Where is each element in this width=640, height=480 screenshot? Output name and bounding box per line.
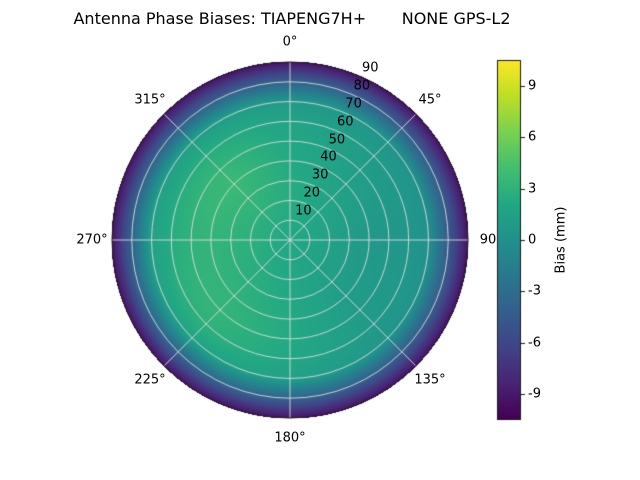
theta-tick-label-315: 315° — [134, 92, 166, 108]
theta-tick-label-135: 135° — [414, 372, 446, 388]
r-tick-label-10: 10 — [295, 203, 312, 219]
r-tick-label-80: 80 — [353, 78, 371, 94]
colorbar-tick-label--6: -6 — [528, 335, 541, 351]
colorbar-tick-label--3: -3 — [528, 283, 541, 299]
theta-tick-label-225: 225° — [134, 372, 166, 388]
colorbar-tick-label-0: 0 — [528, 232, 537, 248]
r-tick-label-60: 60 — [336, 114, 354, 130]
r-tick-label-50: 50 — [328, 132, 346, 147]
theta-tick-label-180: 180° — [274, 430, 306, 446]
theta-tick-label-45: 45° — [418, 92, 442, 108]
colorbar-axis-label: Bias (mm) — [553, 206, 569, 274]
colorbar-tick-label-3: 3 — [528, 181, 537, 197]
r-tick-label-40: 40 — [320, 149, 337, 165]
r-tick-label-30: 30 — [311, 167, 329, 183]
colorbar-tick-label-9: 9 — [528, 78, 537, 94]
r-tick-label-90: 90 — [362, 60, 379, 76]
r-tick-label-20: 20 — [303, 185, 321, 201]
theta-tick-label-90: 90 — [479, 232, 497, 248]
chart-title: Antenna Phase Biases: TIAPENG7H+ NONE GP… — [73, 9, 511, 28]
theta-tick-label-270: 270° — [76, 232, 108, 248]
colorbar-tick-label-6: 6 — [528, 129, 537, 145]
r-tick-label-70: 70 — [345, 96, 362, 112]
colorbar-tick-label--9: -9 — [528, 386, 541, 402]
theta-tick-label-0: 0° — [282, 34, 298, 50]
